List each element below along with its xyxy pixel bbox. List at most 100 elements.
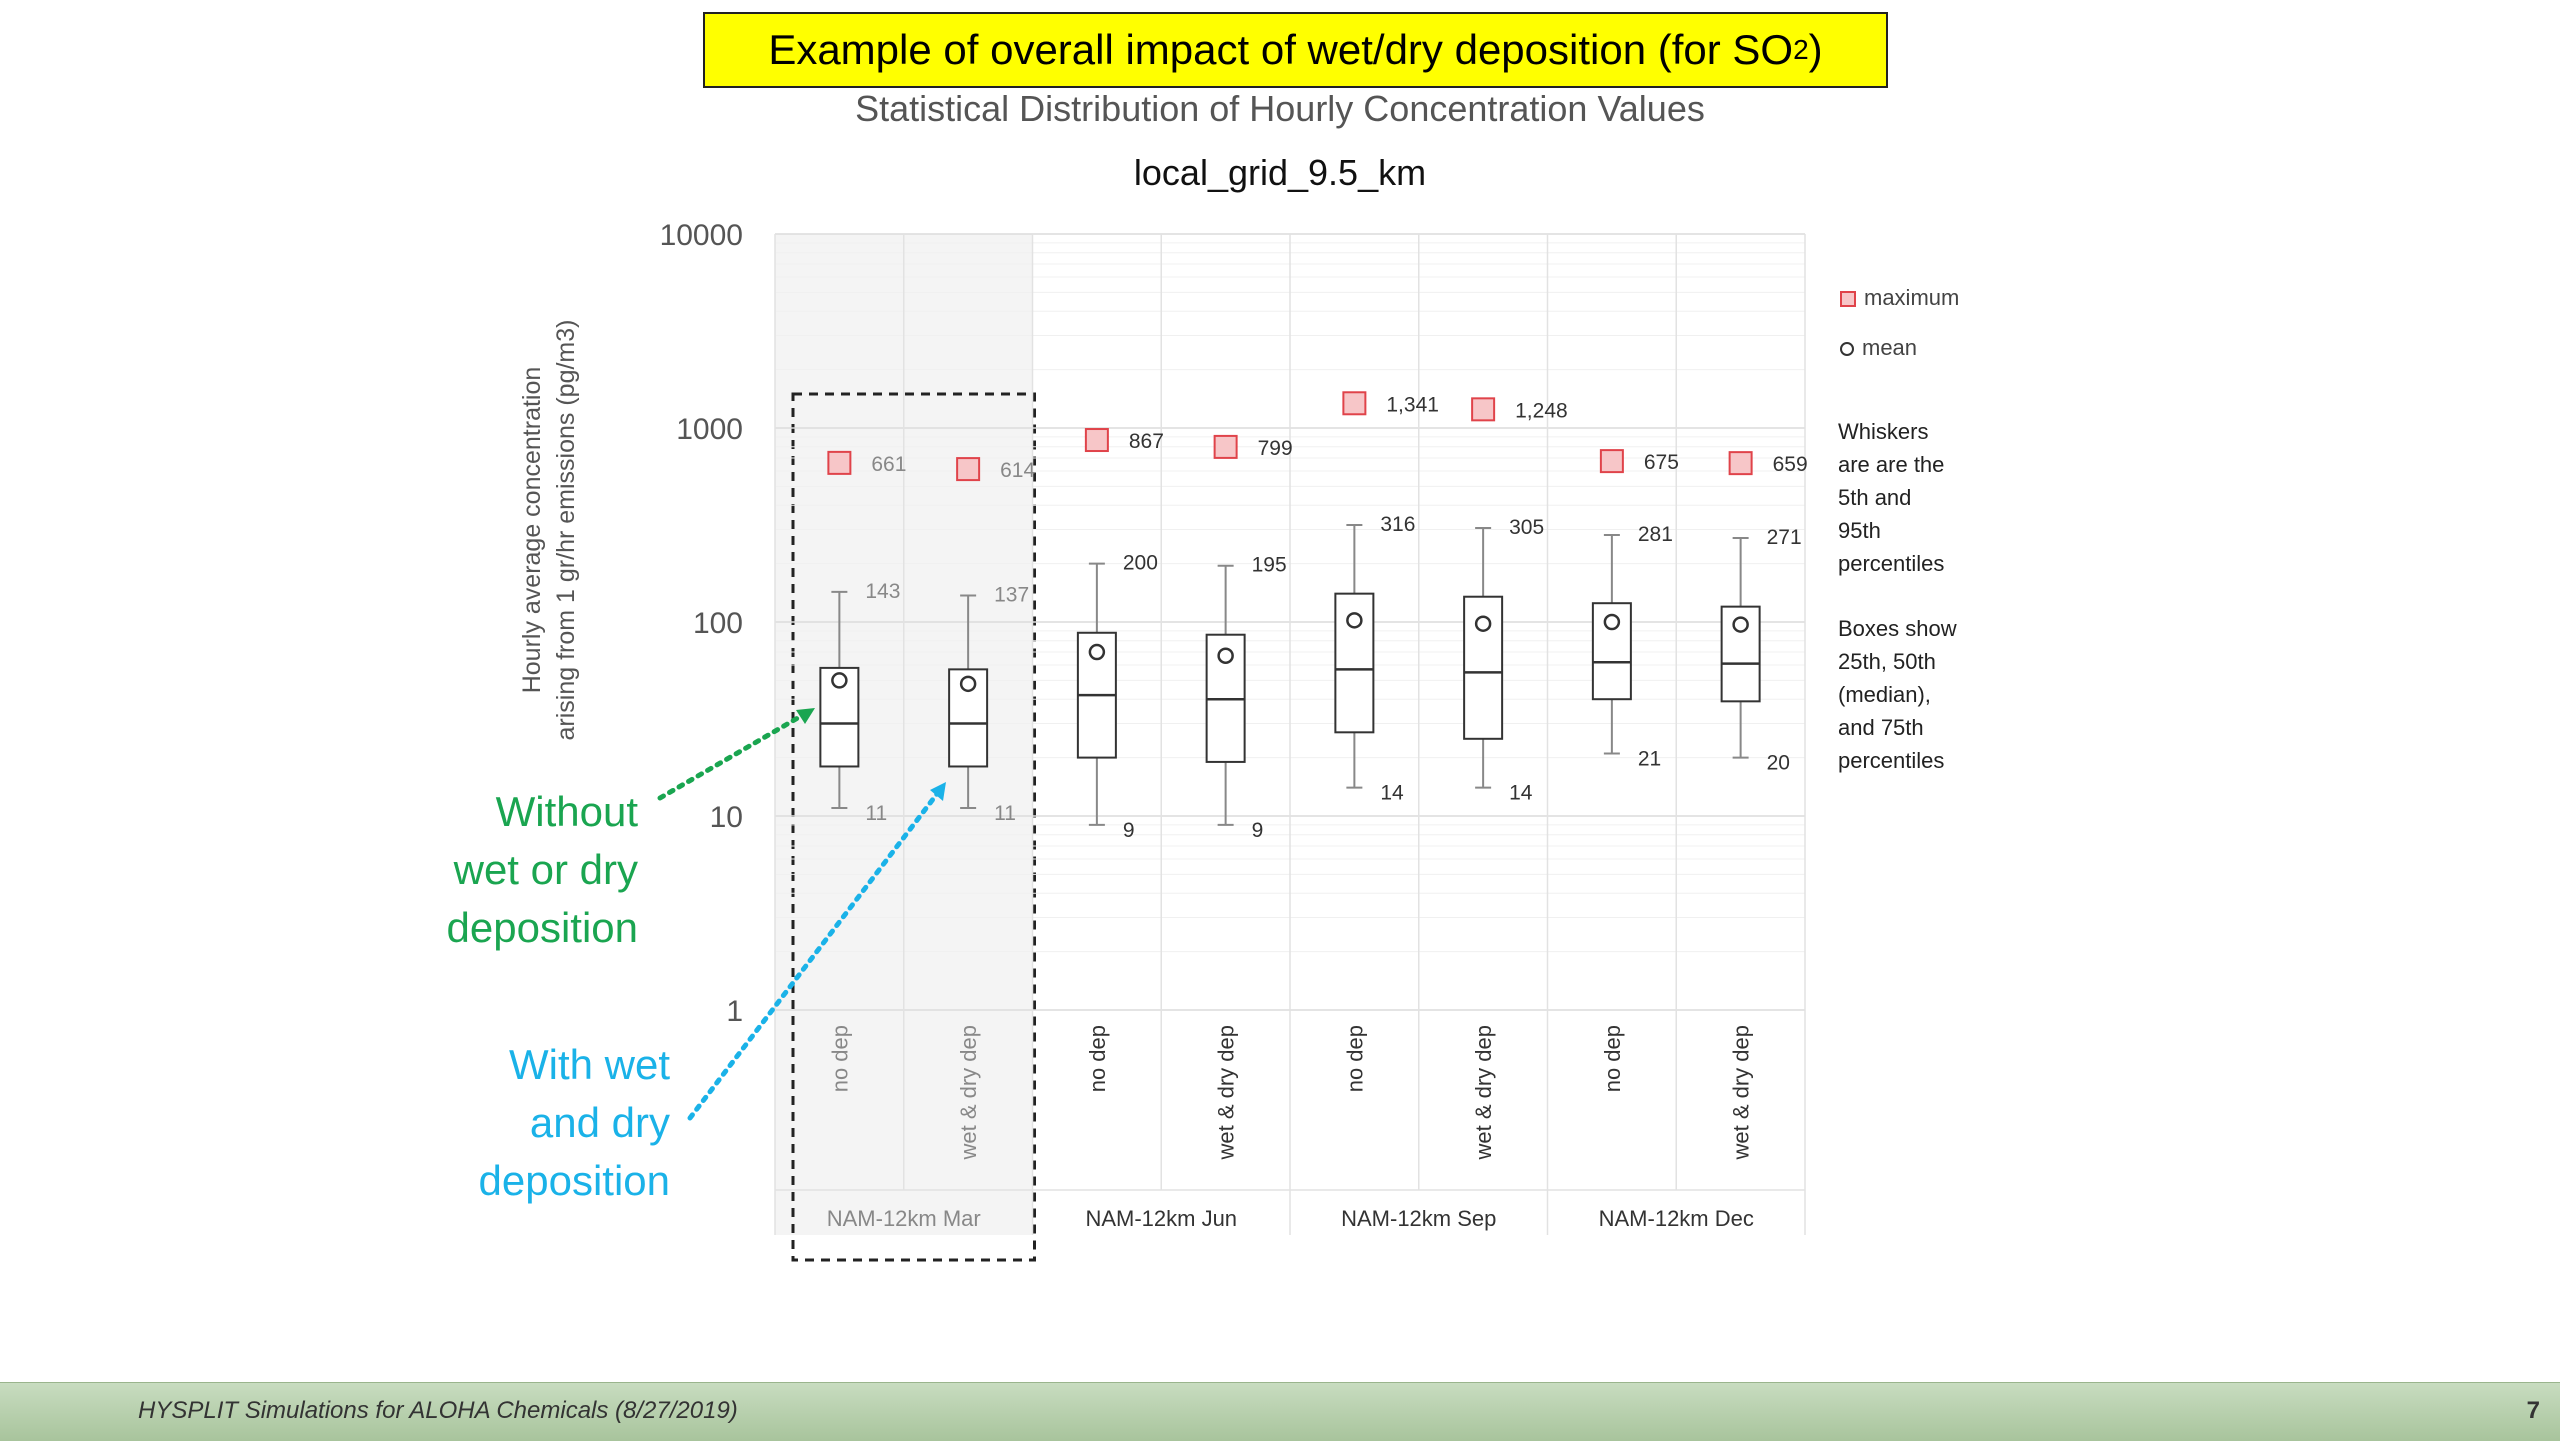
max-marker xyxy=(827,450,852,475)
chart-title: Statistical Distribution of Hourly Conce… xyxy=(855,88,1705,129)
mean-marker xyxy=(959,675,977,693)
category-label: wet & dry dep xyxy=(956,1025,981,1161)
box-iqr xyxy=(1591,602,1632,701)
mean-marker xyxy=(1346,612,1363,629)
annotation-no-deposition: Without wet or dry deposition xyxy=(380,783,638,957)
note-whiskers: Whiskers are are the 5th and 95th percen… xyxy=(1838,415,1988,580)
mean-marker xyxy=(1217,647,1234,664)
mean-marker xyxy=(1474,615,1492,632)
p5-value-label: 20 xyxy=(1767,752,1790,775)
max-value-label: 659 xyxy=(1773,453,1808,476)
box-iqr xyxy=(948,668,989,768)
category-label: no dep xyxy=(827,1025,852,1092)
category-label: no dep xyxy=(1085,1025,1110,1092)
group-label: NAM-12km Jun xyxy=(1085,1206,1237,1231)
p95-value-label: 143 xyxy=(865,580,900,603)
p5-value-label: 11 xyxy=(994,802,1016,825)
group-label: NAM-12km Sep xyxy=(1341,1206,1496,1231)
max-value-label: 799 xyxy=(1258,437,1293,460)
note-boxes-line: 25th, 50th xyxy=(1838,649,1936,674)
page-number: 7 xyxy=(2526,1397,2540,1424)
mean-marker-icon xyxy=(1840,342,1854,357)
max-value-label: 661 xyxy=(871,453,906,476)
max-value-label: 1,248 xyxy=(1515,399,1568,422)
category-label: wet & dry dep xyxy=(1471,1025,1496,1161)
slide-title-close: ) xyxy=(1808,26,1823,73)
note-boxes-line: and 75th xyxy=(1838,715,1924,740)
box-iqr xyxy=(1720,605,1761,703)
mean-marker xyxy=(1603,613,1621,631)
group-label: NAM-12km Dec xyxy=(1599,1206,1754,1231)
box-iqr xyxy=(1334,592,1375,734)
p5-value-label: 14 xyxy=(1380,782,1404,805)
note-boxes: Boxes show 25th, 50th (median), and 75th… xyxy=(1838,612,1988,777)
arrowhead-dep-icon xyxy=(930,782,946,801)
note-boxes-line: (median), xyxy=(1838,682,1931,707)
p5-value-label: 21 xyxy=(1638,747,1661,770)
legend-item-mean: mean xyxy=(1840,335,1917,361)
note-whiskers-line: Whiskers xyxy=(1838,419,1929,444)
box-plot-chart: 1 10 100 1000 10000 NAM-12km Mar NAM-12km Jun N… xyxy=(657,219,1808,1262)
highlight-dashed-frame xyxy=(791,392,1036,1262)
legend-maximum-label: maximum xyxy=(1864,285,1960,310)
y-tick-label: 1 xyxy=(726,995,743,1028)
p95-value-label: 316 xyxy=(1380,513,1415,536)
y-tick-label: 10000 xyxy=(660,219,743,252)
max-marker xyxy=(1084,428,1109,453)
mean-marker xyxy=(1088,643,1106,661)
max-marker xyxy=(1599,449,1624,474)
y-tick-label: 10 xyxy=(710,801,743,834)
slide-title: Example of overall impact of wet/dry dep… xyxy=(703,12,1888,88)
footer-text: HYSPLIT Simulations for ALOHA Chemicals … xyxy=(138,1397,738,1424)
p95-value-label: 271 xyxy=(1767,526,1802,549)
max-value-label: 614 xyxy=(1000,459,1035,482)
annotation-arrow-dep xyxy=(687,787,943,1121)
p5-value-label: 9 xyxy=(1123,819,1135,842)
maximum-marker-icon xyxy=(1840,291,1856,308)
p95-value-label: 195 xyxy=(1252,554,1287,577)
annotation-dep-line3: deposition xyxy=(478,1157,670,1204)
p5-value-label: 14 xyxy=(1509,782,1533,805)
annotation-no-dep-line3: deposition xyxy=(446,904,638,951)
annotation-dep-line1: With wet xyxy=(508,1041,670,1088)
p95-value-label: 200 xyxy=(1123,552,1158,575)
legend-mean-label: mean xyxy=(1862,335,1918,360)
max-value-label: 675 xyxy=(1644,451,1679,474)
max-marker xyxy=(1342,391,1367,416)
legend-item-maximum: maximum xyxy=(1840,285,1959,311)
annotation-dep-line2: and dry xyxy=(529,1099,670,1146)
max-value-label: 867 xyxy=(1129,430,1164,453)
category-label: wet & dry dep xyxy=(1214,1025,1239,1161)
box-iqr xyxy=(1463,595,1504,740)
annotation-arrow-no-dep xyxy=(657,709,811,801)
annotation-no-dep-line1: Without xyxy=(495,788,638,835)
note-whiskers-line: percentiles xyxy=(1838,551,1945,576)
max-marker xyxy=(956,457,981,482)
arrowhead-no-dep-icon xyxy=(796,708,815,724)
y-tick-label: 100 xyxy=(693,607,743,640)
p5-value-label: 11 xyxy=(865,802,887,825)
p95-value-label: 137 xyxy=(994,583,1029,606)
p5-value-label: 9 xyxy=(1252,819,1264,842)
slide-title-main: Example of overall impact of wet/dry dep… xyxy=(768,26,1794,73)
note-whiskers-line: 95th xyxy=(1838,518,1881,543)
group-label: NAM-12km Mar xyxy=(827,1206,981,1231)
chart-subtitle: local_grid_9.5_km xyxy=(1133,152,1427,193)
slide-footer: HYSPLIT Simulations for ALOHA Chemicals … xyxy=(0,1382,2560,1441)
max-value-label: 1,341 xyxy=(1386,393,1439,416)
note-boxes-line: Boxes show xyxy=(1838,616,1957,641)
annotation-with-deposition: With wet and dry deposition xyxy=(400,1036,670,1210)
slide-title-subscript: 2 xyxy=(1793,34,1809,65)
note-whiskers-line: 5th and xyxy=(1838,485,1912,510)
mean-marker xyxy=(1732,616,1749,633)
note-whiskers-line: are are the xyxy=(1838,452,1945,477)
y-tick-label: 1000 xyxy=(676,413,743,446)
category-label: no dep xyxy=(1342,1025,1367,1092)
mean-marker xyxy=(831,672,848,689)
max-marker xyxy=(1213,434,1238,459)
note-boxes-line: percentiles xyxy=(1838,748,1945,773)
max-marker xyxy=(1728,451,1753,476)
category-label: wet & dry dep xyxy=(1729,1025,1754,1161)
category-label: no dep xyxy=(1600,1025,1625,1092)
p95-value-label: 305 xyxy=(1509,516,1544,539)
